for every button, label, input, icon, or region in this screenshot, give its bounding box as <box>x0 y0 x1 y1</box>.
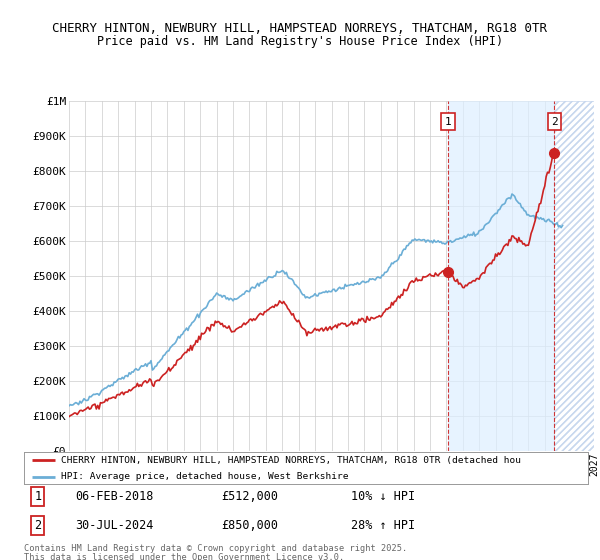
Text: 2: 2 <box>551 117 557 127</box>
Text: £850,000: £850,000 <box>221 519 278 531</box>
Text: 28% ↑ HPI: 28% ↑ HPI <box>351 519 415 531</box>
Text: 30-JUL-2024: 30-JUL-2024 <box>75 519 153 531</box>
Bar <box>554 101 594 451</box>
Text: 1: 1 <box>445 117 451 127</box>
Text: 2: 2 <box>34 519 41 531</box>
Text: HPI: Average price, detached house, West Berkshire: HPI: Average price, detached house, West… <box>61 472 348 481</box>
Bar <box>448 101 554 451</box>
Text: 1: 1 <box>34 491 41 503</box>
Bar <box>554 101 594 451</box>
Text: CHERRY HINTON, NEWBURY HILL, HAMPSTEAD NORREYS, THATCHAM, RG18 0TR (detached hou: CHERRY HINTON, NEWBURY HILL, HAMPSTEAD N… <box>61 456 521 465</box>
Text: 10% ↓ HPI: 10% ↓ HPI <box>351 491 415 503</box>
Text: 06-FEB-2018: 06-FEB-2018 <box>75 491 153 503</box>
Text: This data is licensed under the Open Government Licence v3.0.: This data is licensed under the Open Gov… <box>24 553 344 560</box>
Text: Price paid vs. HM Land Registry's House Price Index (HPI): Price paid vs. HM Land Registry's House … <box>97 35 503 48</box>
Text: CHERRY HINTON, NEWBURY HILL, HAMPSTEAD NORREYS, THATCHAM, RG18 0TR: CHERRY HINTON, NEWBURY HILL, HAMPSTEAD N… <box>53 22 548 35</box>
Text: £512,000: £512,000 <box>221 491 278 503</box>
Text: Contains HM Land Registry data © Crown copyright and database right 2025.: Contains HM Land Registry data © Crown c… <box>24 544 407 553</box>
